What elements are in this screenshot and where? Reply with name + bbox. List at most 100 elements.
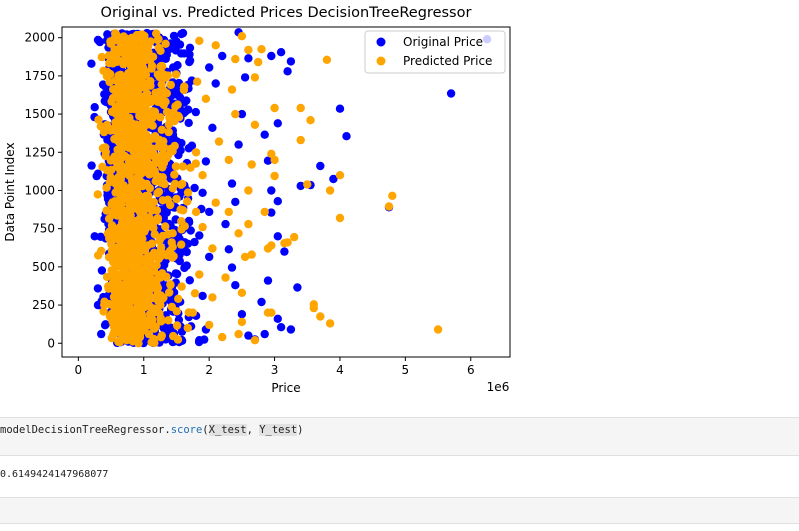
predicted-price-point (140, 273, 150, 282)
predicted-price-point (109, 85, 118, 94)
y-tick-label: 1500 (24, 107, 55, 121)
predicted-price-point (195, 270, 204, 279)
original-price-point (267, 186, 276, 195)
predicted-price-point (164, 127, 173, 137)
cell-output: 0.6149424147968077 (0, 466, 799, 486)
original-price-point (283, 67, 292, 76)
predicted-price-point (161, 39, 170, 48)
predicted-price-point (107, 221, 117, 230)
original-price-point (190, 237, 199, 247)
original-price-point (231, 281, 240, 290)
predicted-price-point (97, 52, 107, 62)
predicted-price-point (127, 205, 136, 214)
predicted-price-point (195, 36, 204, 45)
original-price-point (316, 161, 325, 171)
predicted-price-point (152, 261, 161, 270)
original-price-point (101, 320, 110, 329)
predicted-price-point (183, 188, 193, 197)
predicted-price-point (109, 330, 118, 339)
predicted-price-point (171, 162, 181, 171)
original-price-point (273, 232, 282, 241)
predicted-price-point (260, 207, 269, 217)
predicted-price-point (110, 253, 120, 262)
predicted-price-point (173, 111, 183, 121)
predicted-price-point (96, 122, 106, 131)
predicted-price-point (119, 125, 128, 134)
predicted-price-point (147, 64, 156, 73)
original-price-point (446, 89, 456, 98)
predicted-price-point (104, 253, 114, 262)
predicted-price-point (136, 44, 146, 54)
original-price-point (244, 331, 253, 340)
predicted-price-point (174, 294, 183, 303)
original-price-point (97, 266, 107, 275)
predicted-price-point (144, 191, 153, 200)
original-price-point (87, 59, 96, 68)
predicted-price-point (125, 83, 134, 93)
predicted-price-point (170, 141, 179, 151)
x-tick-label: 2 (205, 363, 213, 377)
predicted-price-point (132, 150, 141, 159)
code-method-name: score (170, 424, 203, 436)
predicted-price-point (126, 96, 135, 105)
empty-code-cell[interactable] (0, 497, 799, 524)
code-line: modelDecisionTreeRegressor.score(X_test,… (0, 424, 303, 436)
predicted-price-point (112, 299, 121, 308)
original-price-point (224, 245, 233, 254)
predicted-price-point (105, 77, 114, 87)
predicted-price-point (234, 229, 243, 238)
predicted-price-point (250, 73, 260, 82)
original-price-point (276, 323, 286, 332)
predicted-price-point (205, 320, 214, 330)
plot-frame (61, 26, 511, 358)
predicted-price-point (211, 41, 220, 50)
predicted-price-point (231, 109, 240, 119)
predicted-price-point (157, 61, 166, 71)
predicted-price-point (208, 293, 217, 302)
predicted-price-point (247, 250, 256, 259)
predicted-price-point (135, 158, 145, 167)
predicted-price-point (131, 272, 141, 282)
predicted-price-point (163, 151, 173, 160)
original-price-point (165, 294, 175, 303)
original-price-point (195, 231, 204, 240)
predicted-price-point (147, 206, 157, 215)
original-price-point (173, 60, 182, 70)
predicted-price-point (109, 292, 119, 302)
predicted-price-point (159, 100, 168, 110)
original-price-point (293, 283, 302, 292)
predicted-price-point (139, 201, 148, 210)
original-price-point (280, 247, 289, 256)
predicted-price-point (240, 252, 250, 262)
predicted-price-point (142, 116, 151, 125)
original-price-point (180, 263, 189, 273)
predicted-price-point (110, 134, 119, 144)
code-input-cell[interactable]: modelDecisionTreeRegressor.score(X_test,… (0, 417, 799, 456)
original-price-point (100, 90, 109, 99)
original-price-point (178, 28, 188, 38)
original-price-point (201, 157, 211, 166)
predicted-price-point (244, 219, 253, 229)
predicted-price-point (94, 251, 103, 260)
original-price-point (198, 188, 207, 197)
original-price-point (227, 263, 237, 272)
original-price-point (218, 51, 227, 61)
y-tick-label: 1000 (24, 183, 55, 197)
predicted-price-point (263, 244, 273, 253)
predicted-price-point (103, 229, 113, 238)
original-price-point (198, 291, 207, 301)
y-tick-label: 750 (32, 222, 55, 236)
predicted-price-point (113, 211, 122, 220)
predicted-price-point (176, 205, 185, 214)
predicted-price-point (145, 56, 155, 65)
predicted-price-point (231, 54, 240, 64)
predicted-price-point (149, 223, 158, 233)
predicted-price-point (158, 231, 167, 241)
original-price-point (195, 336, 204, 345)
predicted-price-point (151, 322, 160, 331)
original-price-point (257, 297, 266, 307)
original-price-point (185, 50, 194, 59)
original-price-point (205, 63, 214, 72)
predicted-price-point (122, 301, 131, 310)
predicted-price-point (137, 220, 146, 229)
